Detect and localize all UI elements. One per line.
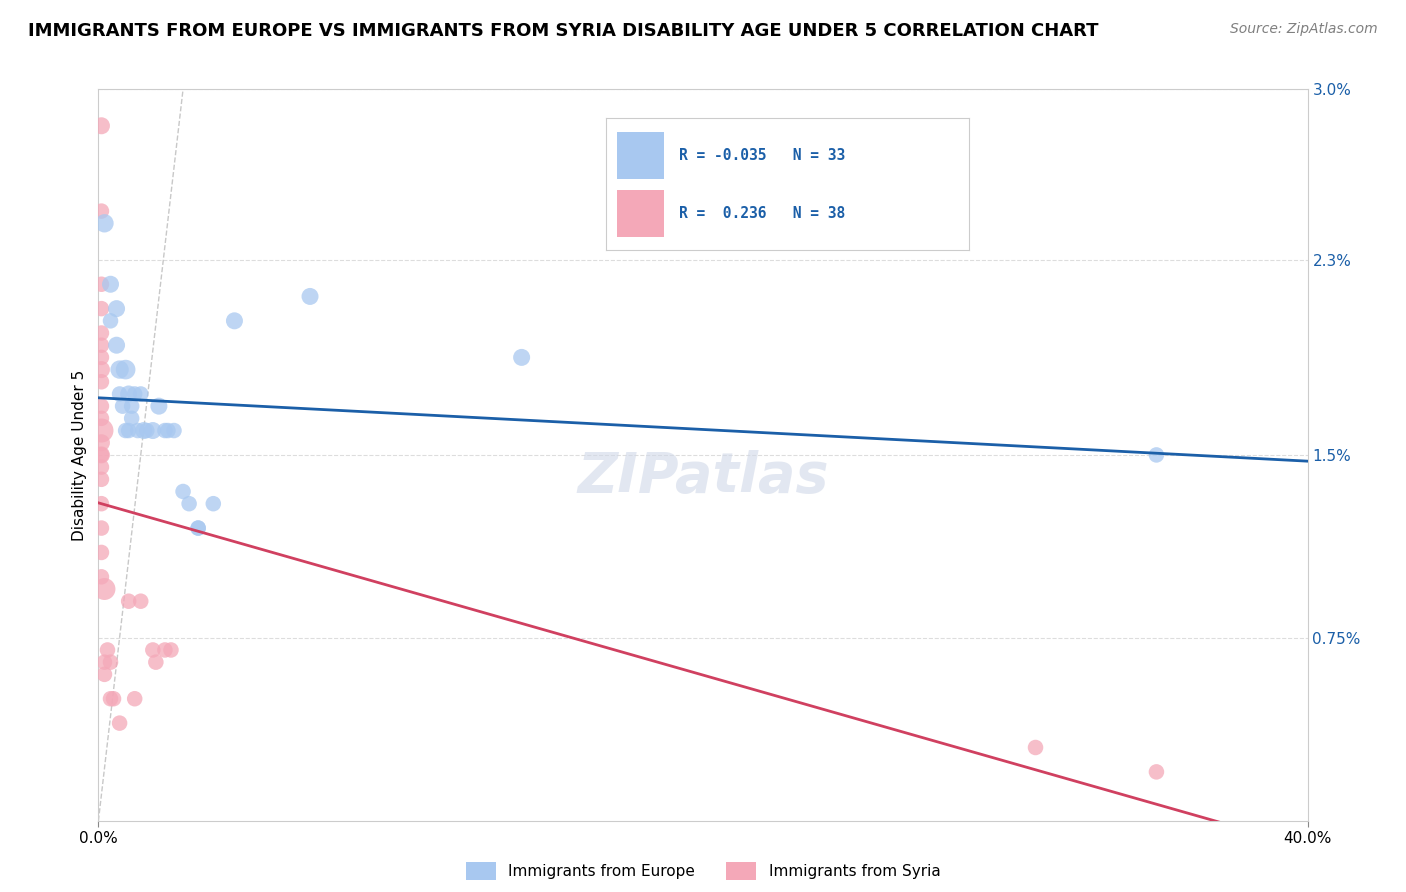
Point (90, 326, 112, 340)
Point (127, 424, 149, 438)
Point (124, 387, 146, 401)
Point (172, 484, 194, 499)
Point (93, 582, 115, 596)
Point (93, 667, 115, 681)
Point (90, 411, 112, 425)
Point (142, 424, 165, 438)
Point (100, 277, 122, 292)
Point (108, 716, 131, 731)
Point (124, 691, 146, 706)
Point (108, 362, 131, 376)
Point (90, 277, 112, 292)
Point (90, 521, 112, 535)
Point (156, 424, 179, 438)
Point (100, 691, 122, 706)
Point (114, 362, 136, 376)
Point (1144, 448, 1167, 462)
Y-axis label: Disability Age Under 5: Disability Age Under 5 (72, 369, 87, 541)
Point (90, 204, 112, 219)
Point (1144, 764, 1167, 779)
Point (129, 387, 152, 401)
Point (114, 424, 136, 438)
Point (90, 435, 112, 450)
Point (90, 424, 112, 438)
Point (118, 594, 141, 608)
Point (90, 362, 112, 376)
Point (187, 521, 209, 535)
Point (90, 351, 112, 365)
Point (129, 594, 152, 608)
Point (96, 643, 118, 657)
Point (163, 424, 186, 438)
Point (90, 399, 112, 413)
Point (90, 448, 112, 462)
Point (135, 424, 157, 438)
Point (93, 216, 115, 230)
Point (103, 691, 125, 706)
Point (105, 338, 128, 352)
Point (153, 643, 176, 657)
Point (224, 314, 246, 328)
Point (90, 375, 112, 389)
Text: ZIPatlas: ZIPatlas (578, 450, 828, 504)
Legend: Immigrants from Europe, Immigrants from Syria: Immigrants from Europe, Immigrants from … (460, 856, 946, 886)
Point (160, 643, 183, 657)
Point (118, 387, 141, 401)
Point (121, 399, 143, 413)
Point (93, 655, 115, 669)
Point (145, 655, 167, 669)
Point (90, 460, 112, 475)
Point (90, 472, 112, 486)
Point (90, 545, 112, 559)
Point (100, 314, 122, 328)
Point (142, 643, 165, 657)
Point (121, 411, 143, 425)
Text: Source: ZipAtlas.com: Source: ZipAtlas.com (1230, 22, 1378, 37)
Point (1024, 740, 1046, 755)
Point (100, 655, 122, 669)
Point (111, 399, 134, 413)
Point (179, 497, 201, 511)
Point (148, 399, 170, 413)
Point (90, 448, 112, 462)
Point (187, 521, 209, 535)
Point (510, 351, 533, 365)
Point (299, 289, 322, 303)
Text: IMMIGRANTS FROM EUROPE VS IMMIGRANTS FROM SYRIA DISABILITY AGE UNDER 5 CORRELATI: IMMIGRANTS FROM EUROPE VS IMMIGRANTS FRO… (28, 22, 1098, 40)
Point (202, 497, 225, 511)
Point (90, 301, 112, 316)
Point (90, 338, 112, 352)
Point (153, 424, 176, 438)
Point (90, 570, 112, 584)
Point (108, 387, 131, 401)
Point (90, 119, 112, 133)
Point (132, 424, 155, 438)
Point (90, 497, 112, 511)
Point (105, 301, 128, 316)
Point (118, 424, 141, 438)
